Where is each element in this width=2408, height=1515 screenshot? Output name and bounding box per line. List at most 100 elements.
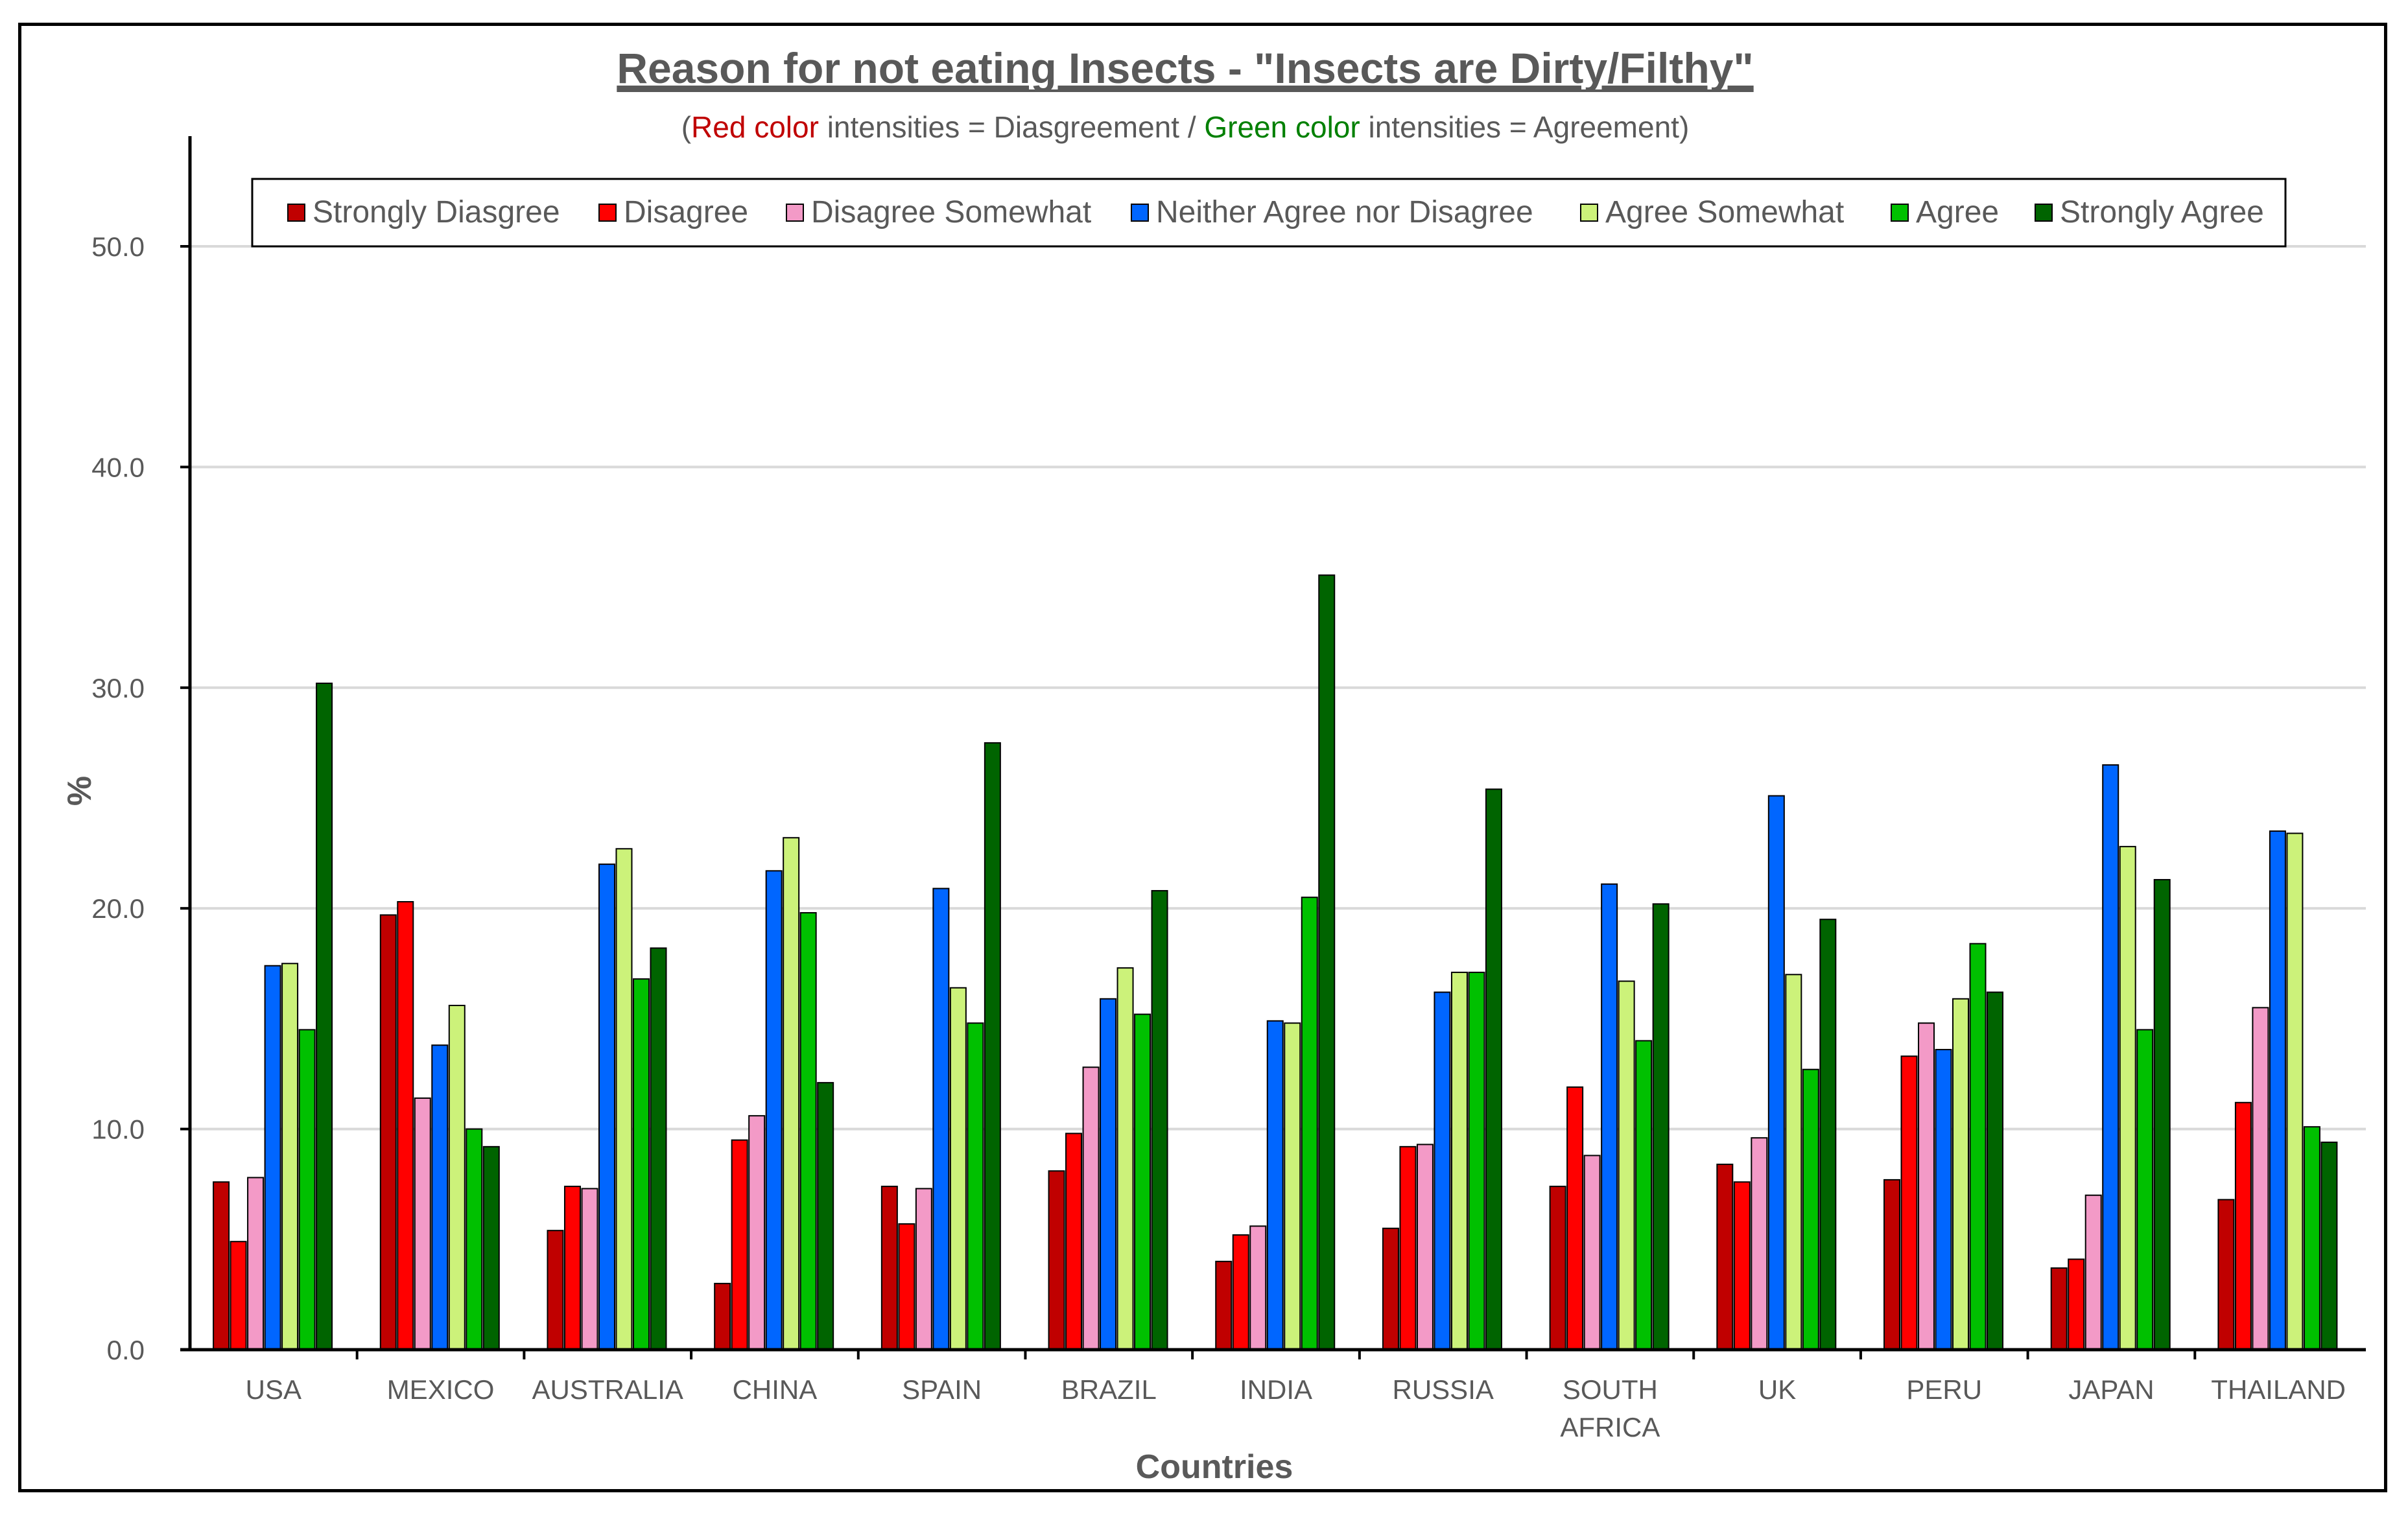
- chart-title: Reason for not eating Insects - "Insects…: [617, 44, 1753, 92]
- bar: [783, 837, 800, 1350]
- legend: Strongly Diasgree Disagree Disagree Somewh…: [251, 178, 2287, 248]
- subtitle-end: intensities = Agreement): [1360, 110, 1690, 144]
- bar: [1215, 1260, 1233, 1350]
- x-category-label: MEXICO: [387, 1374, 495, 1405]
- legend-swatch: [287, 204, 305, 222]
- x-category-label: CHINA: [733, 1374, 818, 1405]
- bar: [2269, 830, 2286, 1351]
- bar: [1785, 974, 1802, 1350]
- x-category-label-line: UK: [1758, 1374, 1796, 1405]
- bar: [1151, 889, 1168, 1350]
- bar: [1450, 971, 1468, 1350]
- bar: [1249, 1225, 1267, 1350]
- legend-label: Disagree: [624, 195, 748, 229]
- x-category-label-line: SOUTH: [1563, 1374, 1658, 1405]
- bar: [880, 1186, 898, 1350]
- bar: [230, 1241, 247, 1350]
- bar: [967, 1022, 984, 1350]
- subtitle-open: (: [681, 110, 692, 144]
- legend-swatch: [2035, 204, 2053, 222]
- bar: [714, 1282, 731, 1351]
- bars: [213, 574, 2338, 1351]
- bar: [281, 963, 299, 1351]
- bar: [1802, 1068, 1819, 1351]
- bar: [2252, 1007, 2269, 1350]
- bar: [482, 1145, 500, 1351]
- bar: [1969, 943, 1987, 1350]
- bar: [379, 914, 397, 1350]
- x-category-label: THAILAND: [2211, 1374, 2346, 1405]
- x-category-label: PERU: [1906, 1374, 1982, 1405]
- legend-label: Strongly Diasgree: [313, 195, 560, 229]
- bar: [1082, 1066, 1100, 1350]
- bar: [898, 1223, 915, 1351]
- y-axis-title: %: [61, 776, 99, 806]
- bar: [1416, 1144, 1434, 1350]
- bar: [1468, 971, 1485, 1350]
- bar: [731, 1139, 748, 1350]
- legend-label: Strongly Agree: [2060, 195, 2264, 229]
- bar: [1751, 1137, 1768, 1350]
- legend-swatch: [786, 204, 804, 222]
- gridlines: [190, 245, 2366, 1131]
- bar: [915, 1188, 932, 1351]
- bar: [2217, 1199, 2235, 1350]
- bar: [213, 1181, 230, 1351]
- bar: [748, 1115, 766, 1351]
- bar: [1566, 1086, 1584, 1350]
- bar: [1652, 903, 1670, 1350]
- legend-label: Neither Agree nor Disagree: [1156, 195, 1533, 229]
- x-category-label-line: CHINA: [733, 1374, 818, 1405]
- x-category-label: JAPAN: [2068, 1374, 2154, 1405]
- bar: [2102, 764, 2119, 1350]
- subtitle-green-part: Green color: [1204, 110, 1360, 144]
- x-category-label-line: RUSSIA: [1393, 1374, 1494, 1405]
- bar: [466, 1128, 483, 1350]
- x-category-labels: USA MEXICO AUSTRALIA CHINA SPAIN BRAZIL INDIA R…: [246, 1374, 2346, 1442]
- bar: [247, 1177, 265, 1351]
- bar: [1485, 788, 1502, 1351]
- bar: [2303, 1126, 2320, 1351]
- chart-subtitle: (Red color intensities = Diasgreement / …: [681, 110, 1690, 144]
- bar: [2234, 1101, 2252, 1350]
- chart: Reason for not eating Insects - "Insects…: [61, 44, 2366, 1486]
- bar: [1635, 1040, 1653, 1350]
- bar: [1987, 991, 2004, 1350]
- bar: [1048, 1170, 1065, 1350]
- y-tick-labels: 0.0 10.0 20.0 30.0 40.0 50.0: [91, 231, 190, 1365]
- bar: [563, 1186, 581, 1350]
- x-category-label: BRAZIL: [1061, 1374, 1157, 1405]
- x-category-label-line: PERU: [1906, 1374, 1982, 1405]
- bar: [2050, 1267, 2068, 1350]
- legend-label: Agree Somewhat: [1605, 195, 1844, 229]
- y-tick-label: 0.0: [107, 1335, 145, 1365]
- bar: [632, 978, 650, 1351]
- bar: [932, 887, 950, 1350]
- bar: [1733, 1181, 1751, 1351]
- bar: [448, 1004, 466, 1350]
- bar: [1134, 1013, 1151, 1351]
- bar: [1549, 1186, 1566, 1350]
- bar: [1900, 1055, 1918, 1350]
- bar: [765, 870, 783, 1351]
- x-category-label-line: SPAIN: [902, 1374, 982, 1405]
- legend-swatch: [598, 204, 617, 222]
- bar: [1601, 883, 1618, 1350]
- bar: [298, 1029, 316, 1351]
- x-category-label: UK: [1758, 1374, 1796, 1405]
- x-category-label-line: THAILAND: [2211, 1374, 2346, 1405]
- bar: [817, 1082, 834, 1350]
- x-category-label: INDIA: [1240, 1374, 1312, 1405]
- x-category-label: RUSSIA: [1393, 1374, 1494, 1405]
- bar: [1065, 1133, 1083, 1350]
- bar: [1116, 967, 1134, 1351]
- legend-swatch: [1131, 204, 1149, 222]
- bar: [2153, 878, 2171, 1350]
- bar: [431, 1044, 449, 1351]
- x-category-label-line: USA: [246, 1374, 301, 1405]
- x-category-label: USA: [246, 1374, 301, 1405]
- x-category-label-line: AUSTRALIA: [532, 1374, 683, 1405]
- bar: [2084, 1194, 2102, 1350]
- bar: [1318, 574, 1336, 1350]
- bar: [2320, 1142, 2338, 1351]
